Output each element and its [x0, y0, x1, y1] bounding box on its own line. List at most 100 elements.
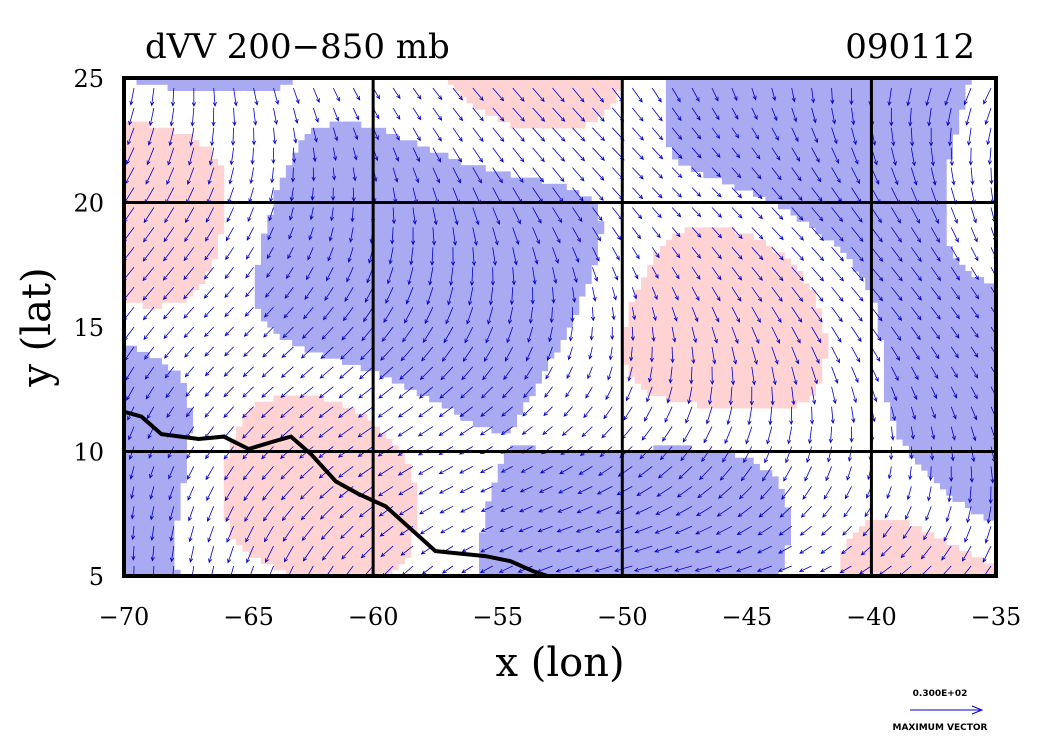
- negative-cell: [977, 314, 985, 322]
- negative-cell: [790, 121, 798, 129]
- negative-cell: [354, 233, 362, 241]
- negative-cell: [416, 283, 424, 291]
- negative-cell: [921, 264, 929, 272]
- negative-cell: [902, 183, 910, 191]
- negative-cell: [946, 78, 953, 85]
- negative-cell: [572, 221, 580, 228]
- negative-cell: [142, 439, 150, 446]
- positive-cell: [136, 221, 144, 228]
- negative-cell: [142, 432, 150, 440]
- negative-cell: [429, 302, 436, 309]
- negative-cell: [902, 364, 910, 372]
- negative-cell: [971, 339, 978, 347]
- negative-cell: [933, 451, 941, 459]
- negative-cell: [541, 314, 549, 322]
- negative-cell: [522, 302, 530, 309]
- negative-cell: [447, 383, 455, 390]
- negative-cell: [304, 239, 312, 247]
- negative-cell: [784, 140, 791, 148]
- negative-cell: [784, 152, 791, 160]
- negative-cell: [672, 102, 679, 110]
- negative-cell: [503, 482, 511, 490]
- negative-cell: [516, 395, 524, 403]
- negative-cell: [416, 314, 424, 322]
- negative-cell: [865, 152, 872, 160]
- negative-cell: [205, 78, 212, 85]
- negative-cell: [983, 414, 991, 421]
- negative-cell: [659, 445, 667, 453]
- negative-cell: [728, 470, 735, 477]
- negative-cell: [740, 121, 748, 129]
- negative-cell: [865, 239, 872, 247]
- negative-cell: [921, 407, 929, 415]
- negative-cell: [740, 158, 748, 166]
- negative-cell: [373, 214, 380, 222]
- negative-cell: [435, 333, 443, 340]
- negative-cell: [715, 544, 723, 552]
- negative-cell: [466, 289, 474, 297]
- negative-cell: [908, 127, 916, 135]
- negative-cell: [877, 202, 885, 210]
- negative-cell: [877, 102, 885, 110]
- negative-cell: [734, 476, 742, 484]
- positive-cell: [130, 258, 137, 266]
- negative-cell: [591, 557, 598, 565]
- negative-cell: [653, 557, 661, 565]
- negative-cell: [809, 127, 816, 135]
- negative-cell: [971, 320, 978, 328]
- negative-cell: [136, 376, 144, 384]
- negative-cell: [821, 121, 829, 129]
- negative-cell: [423, 258, 430, 266]
- negative-cell: [616, 532, 623, 540]
- negative-cell: [759, 109, 767, 116]
- negative-cell: [497, 488, 505, 496]
- negative-cell: [609, 463, 617, 471]
- negative-cell: [161, 495, 169, 502]
- negative-cell: [709, 152, 717, 160]
- negative-cell: [373, 202, 380, 210]
- negative-cell: [684, 152, 692, 160]
- negative-cell: [890, 258, 897, 266]
- negative-cell: [678, 482, 686, 490]
- positive-cell: [130, 214, 137, 222]
- negative-cell: [603, 507, 611, 515]
- negative-cell: [410, 183, 418, 191]
- negative-cell: [815, 171, 823, 179]
- negative-cell: [964, 501, 972, 509]
- negative-cell: [142, 476, 150, 484]
- negative-cell: [690, 102, 698, 110]
- negative-cell: [429, 277, 436, 284]
- negative-cell: [933, 327, 941, 334]
- negative-cell: [366, 283, 374, 291]
- negative-cell: [404, 140, 412, 148]
- negative-cell: [354, 351, 362, 359]
- positive-cell: [130, 221, 137, 228]
- negative-cell: [535, 283, 542, 291]
- positive-cell: [124, 295, 131, 303]
- negative-cell: [161, 364, 169, 372]
- negative-cell: [908, 295, 916, 303]
- negative-cell: [821, 214, 829, 222]
- negative-cell: [398, 140, 405, 148]
- negative-cell: [398, 289, 405, 297]
- negative-cell: [859, 134, 866, 141]
- negative-cell: [360, 258, 368, 266]
- negative-cell: [429, 271, 436, 278]
- negative-cell: [809, 171, 816, 179]
- negative-cell: [859, 152, 866, 160]
- negative-cell: [510, 501, 517, 509]
- negative-cell: [429, 345, 436, 353]
- negative-cell: [609, 482, 617, 490]
- negative-cell: [952, 339, 960, 347]
- negative-cell: [927, 358, 935, 365]
- negative-cell: [859, 183, 866, 191]
- negative-cell: [398, 277, 405, 284]
- negative-cell: [379, 264, 387, 272]
- negative-cell: [416, 177, 424, 185]
- negative-cell: [354, 320, 362, 328]
- negative-cell: [354, 277, 362, 284]
- negative-cell: [310, 177, 318, 185]
- negative-cell: [690, 501, 698, 509]
- negative-cell: [958, 333, 966, 340]
- negative-cell: [815, 214, 823, 222]
